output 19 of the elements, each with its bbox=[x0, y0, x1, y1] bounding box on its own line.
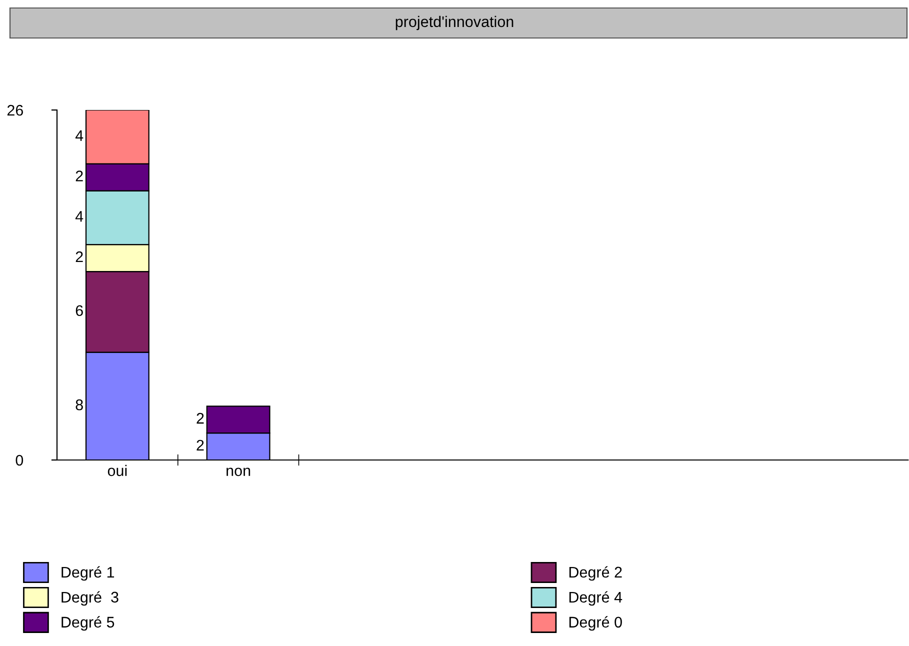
legend-label: Degré 3 bbox=[62, 591, 118, 606]
x-tick-label: non bbox=[226, 468, 250, 476]
y-tick-label: 26 bbox=[7, 104, 23, 116]
data-label: 4 bbox=[75, 211, 84, 222]
data-label: 4 bbox=[75, 130, 84, 141]
legend-label: Degré 4 bbox=[569, 591, 622, 606]
data-label: 8 bbox=[76, 399, 83, 410]
data-label: 2 bbox=[196, 412, 204, 424]
text: projetd'innovation bbox=[396, 16, 514, 30]
legend-label: Degré 0 bbox=[569, 616, 622, 631]
data-label: 6 bbox=[76, 305, 83, 316]
legend-label: Degré 5 bbox=[62, 616, 114, 631]
legend-label: Degré 2 bbox=[569, 566, 622, 581]
data-label: 2 bbox=[76, 251, 83, 262]
data-label: 2 bbox=[76, 170, 83, 182]
data-label: 2 bbox=[196, 440, 204, 450]
x-tick-label: oui bbox=[108, 464, 127, 476]
y-tick-label: 0 bbox=[16, 454, 24, 466]
legend-label: Degré 1 bbox=[62, 566, 114, 581]
